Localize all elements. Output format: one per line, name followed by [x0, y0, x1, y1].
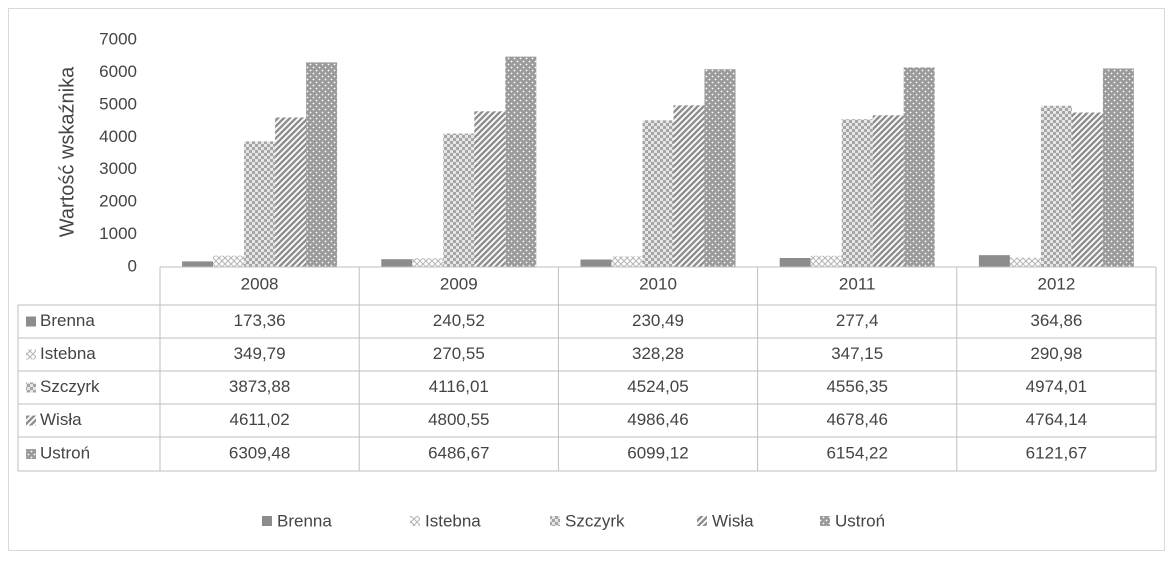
legend-key — [550, 516, 560, 526]
table-cell: 290,98 — [1030, 344, 1082, 363]
bar — [443, 133, 475, 267]
bar — [704, 69, 736, 267]
bar — [474, 111, 506, 268]
y-tick-label: 3000 — [99, 159, 137, 178]
legend-key — [697, 516, 707, 526]
y-axis-title: Wartość wskaźnika — [56, 66, 78, 237]
bar — [779, 258, 811, 267]
bar — [810, 255, 842, 267]
table-cell: 173,36 — [234, 311, 286, 330]
table-cell: 364,86 — [1030, 311, 1082, 330]
table-cell: 4524,05 — [627, 377, 688, 396]
bar — [580, 259, 612, 267]
legend-label: Wisła — [712, 511, 754, 530]
bar — [505, 56, 537, 267]
table-row-label: Brenna — [40, 311, 95, 330]
bar — [1009, 257, 1041, 267]
bar — [841, 119, 873, 267]
bar — [182, 261, 214, 267]
legend-key — [410, 516, 420, 526]
bar — [903, 67, 935, 268]
x-tick-label: 2011 — [839, 274, 876, 293]
bar — [412, 258, 444, 267]
table-cell: 6154,22 — [826, 443, 887, 462]
legend-label: Ustroń — [835, 511, 885, 530]
table-row-label: Szczyrk — [40, 377, 100, 396]
x-tick-label: 2008 — [241, 274, 279, 293]
table-cell: 4678,46 — [826, 410, 887, 429]
bar — [213, 255, 245, 267]
x-tick-label: 2012 — [1037, 274, 1075, 293]
table-key — [26, 316, 36, 327]
bar — [673, 105, 705, 267]
table-cell: 3873,88 — [229, 377, 290, 396]
table-cell: 4986,46 — [627, 410, 688, 429]
table-cell: 6099,12 — [627, 443, 688, 462]
table-cell: 4800,55 — [428, 410, 489, 429]
table-cell: 240,52 — [433, 311, 485, 330]
y-tick-label: 1000 — [99, 224, 137, 243]
x-tick-label: 2009 — [440, 274, 478, 293]
bar — [872, 115, 904, 267]
table-cell: 4611,02 — [229, 410, 289, 429]
table-cell: 6309,48 — [229, 443, 290, 462]
y-tick-label: 0 — [128, 256, 137, 275]
table-cell: 4116,01 — [429, 377, 489, 396]
table-cell: 6121,67 — [1026, 443, 1087, 462]
table-row-label: Ustroń — [40, 443, 90, 462]
bar — [244, 141, 276, 267]
bar — [381, 259, 413, 267]
bar — [1071, 112, 1103, 268]
table-cell: 270,55 — [433, 344, 485, 363]
legend-label: Brenna — [277, 511, 332, 530]
legend-label: Szczyrk — [565, 511, 625, 530]
table-cell: 4556,35 — [826, 377, 887, 396]
table-cell: 349,79 — [234, 344, 286, 363]
y-tick-label: 4000 — [99, 127, 137, 146]
y-tick-label: 5000 — [99, 94, 137, 113]
y-tick-label: 2000 — [99, 192, 137, 211]
table-cell: 277,4 — [836, 311, 879, 330]
bar — [642, 120, 674, 267]
table-key — [26, 415, 36, 426]
table-cell: 4974,01 — [1026, 377, 1087, 396]
bar — [275, 117, 307, 267]
legend-key — [820, 516, 830, 526]
table-row-label: Istebna — [40, 344, 96, 363]
bar — [306, 62, 338, 267]
x-tick-label: 2010 — [639, 274, 677, 293]
y-tick-label: 6000 — [99, 62, 137, 81]
legend-key — [262, 516, 272, 526]
table-cell: 328,28 — [632, 344, 684, 363]
bar — [978, 255, 1010, 267]
table-cell: 230,49 — [632, 311, 684, 330]
table-row-label: Wisła — [40, 410, 82, 429]
table-cell: 347,15 — [831, 344, 883, 363]
bar — [1040, 105, 1072, 268]
table-key — [26, 349, 36, 360]
chart-border — [8, 8, 1165, 551]
table-cell: 6486,67 — [428, 443, 489, 462]
legend-label: Istebna — [425, 511, 481, 530]
table-cell: 4764,14 — [1026, 410, 1087, 429]
y-tick-label: 7000 — [99, 29, 137, 48]
bar — [1102, 68, 1134, 267]
table-key — [26, 382, 36, 393]
bar — [611, 256, 643, 267]
table-key — [26, 449, 36, 459]
